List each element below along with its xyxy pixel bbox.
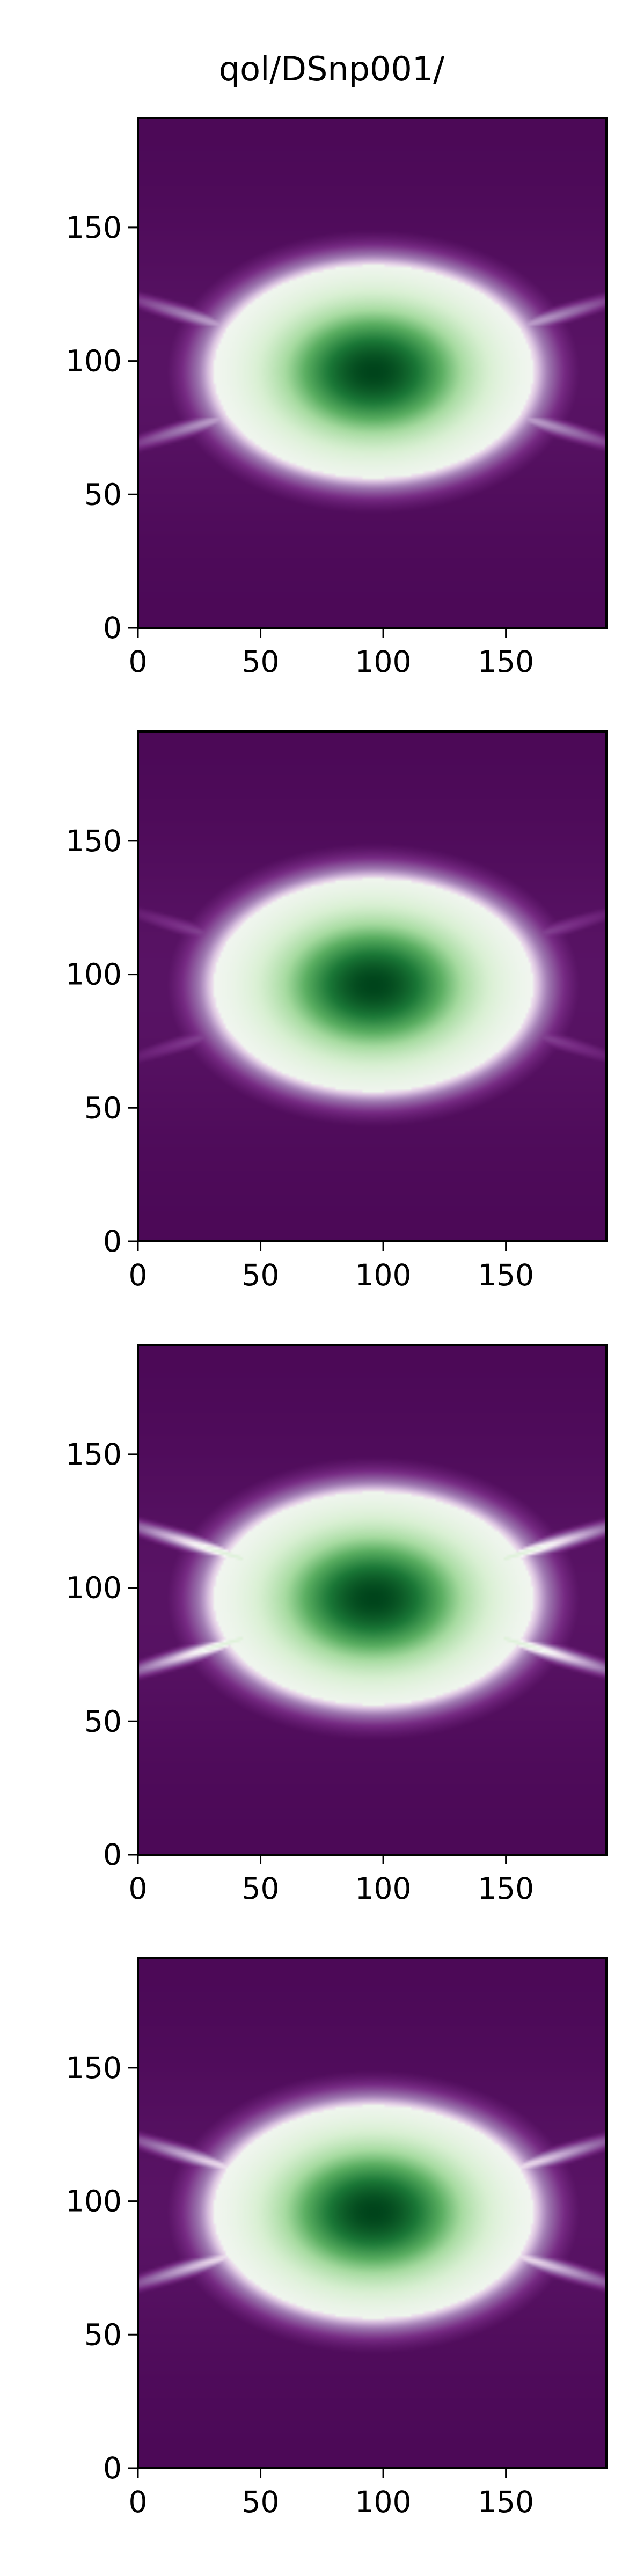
heatmap-panel-4: 0 50 100 150 0 50 100 150 (65, 1957, 608, 2519)
heatmap-image-2 (138, 731, 606, 1241)
plot-frame (137, 1957, 608, 2469)
y-tick-label: 100 (65, 1571, 122, 1605)
y-tick-label: 0 (103, 1838, 122, 1872)
y-tick-label: 150 (65, 210, 122, 245)
heatmap-image-4 (138, 1958, 606, 2468)
x-tick-label: 50 (242, 2485, 280, 2519)
x-tick-label: 0 (129, 2485, 148, 2519)
x-tick-label: 100 (355, 1871, 412, 1906)
x-tick-label: 0 (129, 1258, 148, 1292)
x-tick-label: 0 (129, 645, 148, 679)
y-tick-label: 100 (65, 2184, 122, 2219)
x-tick-label: 50 (242, 1871, 280, 1906)
plot-frame (137, 1344, 608, 1856)
y-tick-label: 50 (84, 2317, 122, 2352)
y-tick-label: 50 (84, 1091, 122, 1125)
panels: 0 50 100 150 0 50 100 150 0 50 100 150 0 50 100 150 0 50 1… (65, 117, 608, 2519)
heatmap-panel-3: 0 50 100 150 0 50 100 150 (65, 1344, 608, 1906)
y-tick-label: 0 (103, 1224, 122, 1258)
x-tick-label: 50 (242, 645, 280, 679)
plot-frame (137, 730, 608, 1242)
heatmap-panel-1: 0 50 100 150 0 50 100 150 (65, 117, 608, 679)
x-tick-label: 150 (478, 1871, 534, 1906)
x-tick-label: 100 (355, 1258, 412, 1292)
heatmap-image-1 (138, 118, 606, 628)
x-tick-label: 150 (478, 2485, 534, 2519)
y-tick-label: 150 (65, 2051, 122, 2085)
y-tick-label: 0 (103, 611, 122, 645)
x-tick-label: 150 (478, 645, 534, 679)
y-tick-label: 100 (65, 344, 122, 378)
x-tick-label: 100 (355, 2485, 412, 2519)
y-tick-label: 50 (84, 1704, 122, 1738)
y-tick-label: 50 (84, 477, 122, 511)
x-tick-label: 50 (242, 1258, 280, 1292)
plot-frame (137, 117, 608, 629)
y-tick-label: 100 (65, 957, 122, 992)
x-tick-label: 150 (478, 1258, 534, 1292)
y-tick-label: 0 (103, 2451, 122, 2485)
figure-title: qol/DSnp001/ (219, 49, 444, 89)
heatmap-image-3 (138, 1345, 606, 1855)
y-tick-label: 150 (65, 824, 122, 858)
heatmap-panel-2: 0 50 100 150 0 50 100 150 (65, 730, 608, 1292)
x-tick-label: 0 (129, 1871, 148, 1906)
y-tick-label: 150 (65, 1437, 122, 1472)
x-tick-label: 100 (355, 645, 412, 679)
